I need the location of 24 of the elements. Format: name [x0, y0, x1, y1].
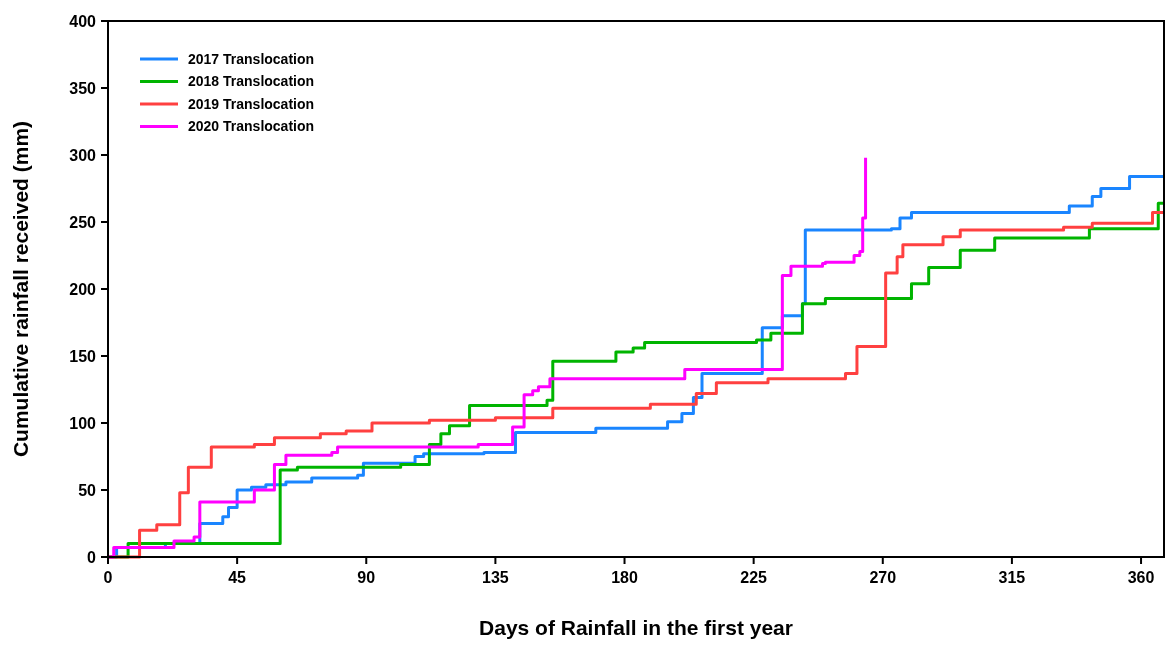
- x-tick-label: 360: [1127, 569, 1155, 586]
- legend-label: 2019 Translocation: [188, 95, 315, 112]
- y-tick-label: 300: [69, 146, 97, 164]
- y-axis-title: Cumulative rainfall received (mm): [9, 120, 32, 458]
- x-tick-label: 0: [103, 569, 113, 586]
- y-tick-label: 0: [87, 548, 97, 566]
- y-tick-label: 100: [69, 414, 97, 432]
- y-tick-label: 250: [69, 213, 97, 231]
- x-tick-label: 135: [482, 569, 509, 586]
- y-tick-label: 150: [69, 347, 97, 365]
- y-tick-label: 200: [69, 280, 97, 298]
- legend-label: 2020 Translocation: [188, 118, 315, 135]
- x-tick-label: 225: [740, 569, 768, 586]
- x-tick-label: 315: [998, 569, 1026, 586]
- x-tick-label: 270: [869, 569, 897, 586]
- x-tick-label: 45: [228, 569, 247, 586]
- x-tick-label: 90: [357, 569, 376, 586]
- x-tick-label: 180: [611, 569, 638, 586]
- legend-label: 2018 Translocation: [188, 73, 315, 90]
- x-axis-title: Days of Rainfall in the first year: [479, 616, 793, 639]
- y-tick-label: 400: [69, 12, 97, 30]
- y-tick-label: 350: [69, 79, 97, 97]
- y-tick-label: 50: [78, 481, 97, 499]
- legend-label: 2017 Translocation: [188, 50, 315, 67]
